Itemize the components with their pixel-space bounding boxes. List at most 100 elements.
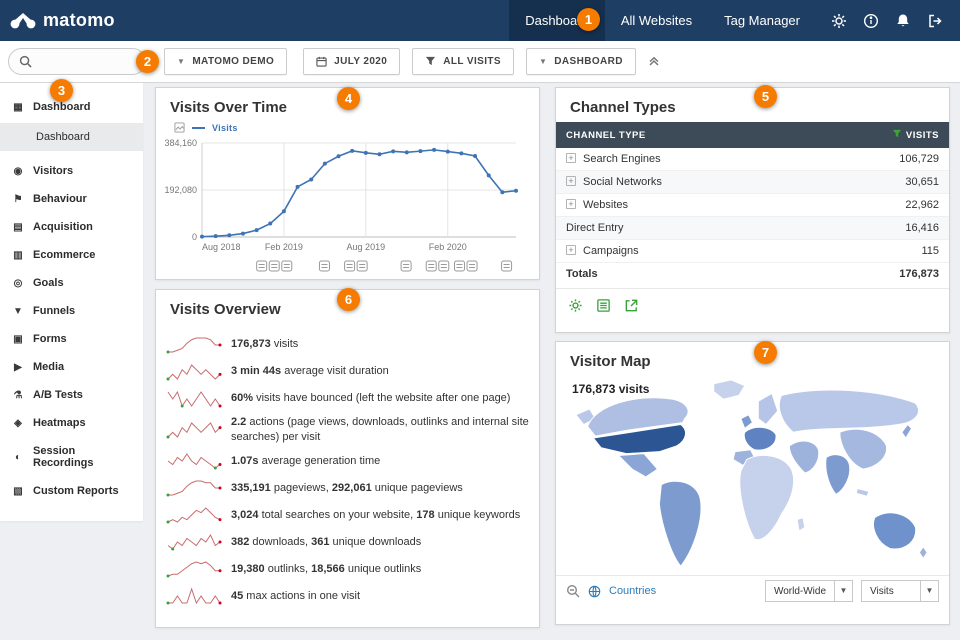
region-middle-east[interactable] — [788, 440, 820, 474]
region-russia[interactable] — [778, 389, 919, 433]
info-icon[interactable] — [856, 6, 886, 36]
collapse-toolbar-icon[interactable] — [648, 56, 660, 67]
matomo-logo[interactable]: matomo — [10, 10, 115, 31]
expand-icon[interactable]: + — [566, 176, 576, 186]
channel-row-websites[interactable]: + Websites 22,962 — [556, 193, 949, 217]
region-india[interactable] — [825, 454, 851, 495]
annotation-marker[interactable] — [256, 260, 268, 272]
sidebar-item-heatmaps[interactable]: ◈ Heatmaps — [0, 409, 143, 437]
annotation-marker[interactable] — [344, 260, 356, 272]
region-new-zealand[interactable] — [918, 545, 928, 560]
sidebar-item-behaviour[interactable]: ⚑ Behaviour — [0, 185, 143, 213]
metric-select[interactable]: Visits ▼ — [861, 580, 939, 602]
sidebar-item-dashboard-sub[interactable]: Dashboard — [0, 123, 143, 151]
region-canada[interactable] — [587, 397, 689, 437]
channel-row-social-networks[interactable]: + Social Networks 30,651 — [556, 170, 949, 194]
region-japan[interactable] — [901, 423, 913, 439]
channel-row-direct-entry[interactable]: Direct Entry 16,416 — [556, 216, 949, 240]
settings-icon[interactable] — [824, 6, 854, 36]
sidebar-item-acquisition[interactable]: ▤ Acquisition — [0, 213, 143, 241]
logo-text: matomo — [43, 10, 115, 30]
region-south-america[interactable] — [658, 480, 702, 567]
sidebar-item-media[interactable]: ▶ Media — [0, 353, 143, 381]
zoom-out-icon[interactable] — [566, 584, 580, 598]
nav-all-websites[interactable]: All Websites — [620, 13, 693, 28]
region-select[interactable]: World-Wide ▼ — [764, 580, 853, 602]
dashboard-selector-label: DASHBOARD — [554, 56, 623, 67]
ecommerce-icon: ▥ — [13, 249, 23, 261]
period-selector[interactable]: JULY 2020 — [303, 48, 401, 75]
segment-selector[interactable]: ALL VISITS — [412, 48, 514, 75]
legend-label[interactable]: Visits — [212, 122, 238, 133]
annotation-marker[interactable] — [466, 260, 478, 272]
annotation-marker[interactable] — [501, 260, 513, 272]
channel-row-search-engines[interactable]: + Search Engines 106,729 — [556, 148, 949, 171]
site-selector[interactable]: ▼ MATOMO DEMO — [164, 48, 288, 75]
region-greenland[interactable] — [713, 379, 746, 400]
world-map[interactable] — [562, 376, 943, 570]
share-icon[interactable] — [624, 298, 639, 313]
sidebar-item-goals[interactable]: ◎ Goals — [0, 269, 143, 297]
region-africa[interactable] — [739, 455, 795, 541]
expand-icon[interactable]: + — [566, 245, 576, 255]
sidebar-item-custom-reports[interactable]: ▧ Custom Reports — [0, 477, 143, 505]
channel-row-campaigns[interactable]: + Campaigns 115 — [556, 239, 949, 263]
region-madagascar[interactable] — [796, 516, 806, 533]
annotation-marker[interactable] — [438, 260, 450, 272]
export-icon[interactable] — [596, 298, 611, 313]
nav-tag-manager[interactable]: Tag Manager — [724, 13, 800, 28]
search-box[interactable] — [8, 48, 146, 75]
sidebar-item-funnels[interactable]: ▼ Funnels — [0, 297, 143, 325]
visits-overview-row: 382 downloads, 361 unique downloads — [166, 529, 529, 556]
region-usa[interactable] — [592, 423, 686, 455]
region-western-europe[interactable] — [743, 426, 777, 451]
region-australia[interactable] — [873, 512, 917, 550]
export-image-icon[interactable] — [174, 122, 185, 133]
annotation-marker[interactable] — [356, 260, 368, 272]
sidebar-item-label: Custom Reports — [33, 485, 119, 497]
column-header-visits[interactable]: VISITS — [804, 122, 949, 148]
dashboard-main: Visits Over Time Visits 0 192,080 384,160 A… — [143, 83, 960, 640]
channel-row-totals[interactable]: Totals 176,873 — [556, 262, 949, 285]
sidebar-item-visitors[interactable]: ◉ Visitors — [0, 157, 143, 185]
globe-icon — [588, 585, 601, 597]
visits-overview-row: 335,191 pageviews, 292,061 unique pagevi… — [166, 475, 529, 502]
expand-icon[interactable]: + — [566, 153, 576, 163]
signout-icon[interactable] — [920, 6, 950, 36]
widget-title: Channel Types — [570, 99, 676, 116]
notifications-icon[interactable] — [888, 6, 918, 36]
annotation-badge-7: 7 — [754, 341, 777, 364]
annotation-marker[interactable] — [400, 260, 412, 272]
metric-text: 19,380 outlinks, 18,566 unique outlinks — [231, 562, 422, 575]
visits-overview-row: 2.2 actions (page views, downloads, outl… — [166, 412, 529, 448]
visits-line-chart[interactable]: 0 192,080 384,160 Aug 2018 Feb 2019 Aug 2019 F… — [156, 135, 528, 280]
annotation-marker[interactable] — [425, 260, 437, 272]
site-selector-label: MATOMO DEMO — [192, 56, 275, 67]
expand-icon[interactable]: + — [566, 199, 576, 209]
sidebar-item-forms[interactable]: ▣ Forms — [0, 325, 143, 353]
annotation-marker[interactable] — [453, 260, 465, 272]
sidebar-item-a-b-tests[interactable]: ⚗ A/B Tests — [0, 381, 143, 409]
annotation-marker[interactable] — [318, 260, 330, 272]
annotation-marker[interactable] — [268, 260, 280, 272]
search-input[interactable] — [38, 55, 128, 68]
region-scandinavia[interactable] — [757, 392, 779, 426]
region-mexico[interactable] — [617, 453, 659, 478]
heatmaps-icon: ◈ — [14, 417, 22, 429]
metric-text: 176,873 visits — [231, 338, 299, 351]
channel-label-cell: + Websites — [556, 193, 805, 217]
sidebar-item-dashboard[interactable]: ▦ Dashboard — [0, 93, 143, 121]
column-header-channel-type[interactable]: CHANNEL TYPE — [556, 122, 805, 148]
region-indonesia[interactable] — [855, 487, 870, 497]
sidebar-item-ecommerce[interactable]: ▥ Ecommerce — [0, 241, 143, 269]
region-east-asia[interactable] — [839, 428, 887, 470]
map-visits-label: 176,873 visits — [572, 382, 650, 396]
region-uk[interactable] — [740, 414, 754, 430]
sidebar-item-session-recordings[interactable]: ◐ Session Recordings — [0, 437, 143, 477]
widget-settings-icon[interactable] — [568, 298, 583, 313]
annotation-marker[interactable] — [281, 260, 293, 272]
dashboard-selector[interactable]: ▼ DASHBOARD — [525, 48, 636, 75]
top-nav: Dashboard All Websites Tag Manager — [509, 0, 816, 41]
countries-link[interactable]: Countries — [609, 585, 657, 597]
calendar-icon — [316, 56, 327, 67]
